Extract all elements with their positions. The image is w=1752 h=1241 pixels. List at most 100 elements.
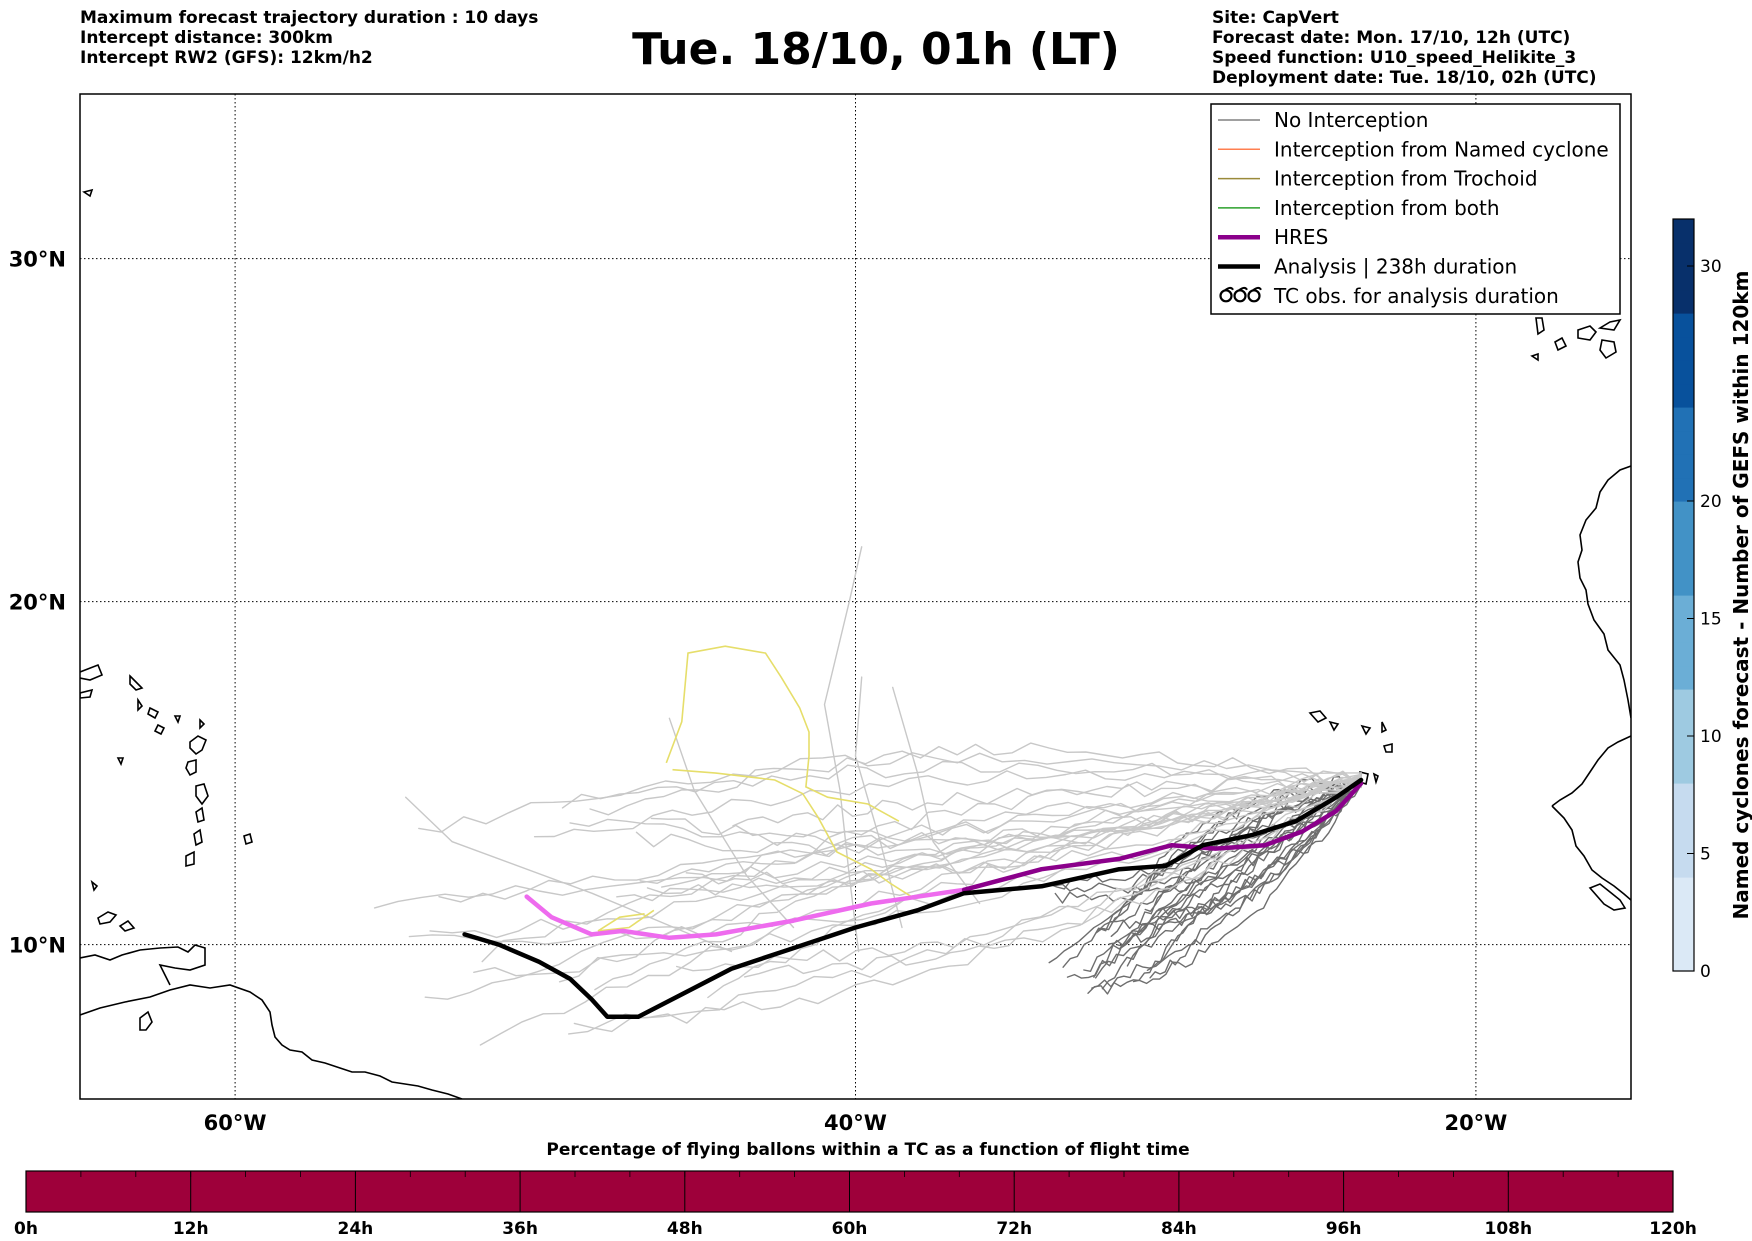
canary-2 xyxy=(1554,336,1568,352)
ensemble-track xyxy=(1157,780,1362,916)
legend: No Interception Interception from Named c… xyxy=(1210,103,1621,315)
forecast-parameters: Maximum forecast trajectory duration : 1… xyxy=(80,8,538,68)
lon-tick-label: 60°W xyxy=(204,1111,267,1135)
island-a xyxy=(97,911,118,925)
site-text: Site: CapVert xyxy=(1212,8,1339,28)
colorbar-band xyxy=(1673,407,1694,432)
cyclone-colorbar-frame xyxy=(1672,218,1695,972)
ensemble-track xyxy=(473,776,1362,977)
legend-label: Interception from Trochoid xyxy=(1274,167,1538,191)
flight-time-colorbar-title: Percentage of flying ballons within a TC… xyxy=(546,1140,1189,1160)
ensemble-track xyxy=(823,546,863,953)
colorbar-band xyxy=(1673,689,1694,714)
ensemble-track xyxy=(589,742,1362,816)
ensemble-track xyxy=(668,717,795,929)
colorbar-band xyxy=(1673,219,1694,244)
antilles-3 xyxy=(129,674,144,691)
ensemble-track xyxy=(418,752,1362,833)
trochoid-track xyxy=(665,645,900,822)
colorbar-band xyxy=(1673,947,1694,972)
colorbar-band xyxy=(1673,360,1694,385)
colorbar-tick-label: 5 xyxy=(1700,845,1711,865)
cyclone-symbol-tail xyxy=(1224,286,1234,292)
colorbar-band xyxy=(1673,900,1694,925)
flight-time-tick-label: 0h xyxy=(14,1219,38,1239)
analysis-track xyxy=(462,777,1364,1019)
colorbar-tick-label: 30 xyxy=(1700,257,1722,277)
ensemble-track xyxy=(1117,781,1362,947)
ensemble-track xyxy=(661,772,1362,888)
flight-time-tick-label: 36h xyxy=(502,1219,538,1239)
ensemble-track xyxy=(1083,784,1362,972)
antilles-5 xyxy=(147,706,160,720)
antilles-11 xyxy=(193,828,203,847)
legend-label: Interception from Named cyclone xyxy=(1274,137,1609,161)
cyclone-symbol-tail xyxy=(1252,286,1262,292)
colorbar-band xyxy=(1673,759,1694,784)
ensemble-track xyxy=(1091,777,1362,989)
antilles-8 xyxy=(185,758,197,777)
site-parameters: Site: CapVert Forecast date: Mon. 17/10,… xyxy=(1212,8,1597,88)
ensemble-track xyxy=(732,773,1362,827)
colorbar-band xyxy=(1673,548,1694,573)
africa-north-coast xyxy=(1577,465,1631,719)
colorbar-band xyxy=(1673,266,1694,291)
lat-tick-label: 10°N xyxy=(9,934,66,958)
cyclone-colorbar-label: Named cyclones forecast - Number of GEFS… xyxy=(1729,271,1752,920)
colorbar-band xyxy=(1673,665,1694,690)
canary-1 xyxy=(1535,317,1545,336)
flight-time-tick-label: 12h xyxy=(173,1219,209,1239)
ensemble-track xyxy=(533,769,1362,838)
legend-label: Interception from both xyxy=(1274,196,1500,220)
flight-time-tick-label: 96h xyxy=(1326,1219,1362,1239)
antilles-9 xyxy=(195,783,209,806)
intercept-distance-text: Intercept distance: 300km xyxy=(80,28,333,48)
colorbar-tick-label: 15 xyxy=(1700,610,1722,630)
colorbar-band xyxy=(1673,289,1694,314)
caribbean-coast xyxy=(80,944,206,986)
flight-time-tick-label: 120h xyxy=(1649,1219,1697,1239)
antilles-10 xyxy=(195,806,205,824)
ensemble-track xyxy=(373,780,1362,909)
intercept-rw2-text: Intercept RW2 (GFS): 12km/h2 xyxy=(80,48,373,68)
colorbar-tick-label: 0 xyxy=(1700,962,1711,982)
colorbar-band xyxy=(1673,454,1694,479)
canary-3 xyxy=(1577,325,1598,341)
flight-time-tick-label: 72h xyxy=(996,1219,1032,1239)
colorbar-tick-label: 10 xyxy=(1700,727,1722,747)
capeverde-1 xyxy=(1308,710,1328,723)
flight-time-tick-label: 108h xyxy=(1485,1219,1533,1239)
flight-time-tick-label: 84h xyxy=(1161,1219,1197,1239)
capeverde-4 xyxy=(1381,721,1388,734)
ensemble-track xyxy=(424,786,1362,1000)
bermuda xyxy=(82,188,94,198)
colorbar-band xyxy=(1673,313,1694,338)
ensemble-track xyxy=(594,780,1362,991)
colorbar-band xyxy=(1673,336,1694,361)
ensemble-track xyxy=(558,776,1362,983)
flight-time-colorbar: Percentage of flying ballons within a TC… xyxy=(14,1140,1697,1239)
max-duration-text: Maximum forecast trajectory duration : 1… xyxy=(80,8,539,28)
cyclone-colorbar: 0 5 10 15 20 30 Named cyclones forecast - Num… xyxy=(1672,218,1752,982)
ensemble-track xyxy=(438,775,1362,903)
colorbar-band xyxy=(1673,524,1694,549)
canary-4 xyxy=(1599,339,1617,360)
canary-6 xyxy=(1530,352,1539,362)
ensemble-track xyxy=(408,780,1362,945)
legend-label: No Interception xyxy=(1274,108,1428,132)
trochoid-track xyxy=(672,768,912,898)
antilles-12 xyxy=(185,850,195,868)
colorbar-band xyxy=(1673,430,1694,455)
ensemble-track xyxy=(685,778,1362,885)
colorbar-band xyxy=(1673,618,1694,643)
ensemble-track xyxy=(481,772,1362,963)
colorbar-band xyxy=(1673,806,1694,831)
legend-label: Analysis | 238h duration xyxy=(1274,255,1517,279)
colorbar-band xyxy=(1673,924,1694,949)
antilles-16 xyxy=(199,718,206,730)
colorbar-band xyxy=(1673,830,1694,855)
colorbar-band xyxy=(1673,477,1694,502)
coastlines xyxy=(80,188,1631,1099)
flight-time-tick-label: 60h xyxy=(832,1219,868,1239)
